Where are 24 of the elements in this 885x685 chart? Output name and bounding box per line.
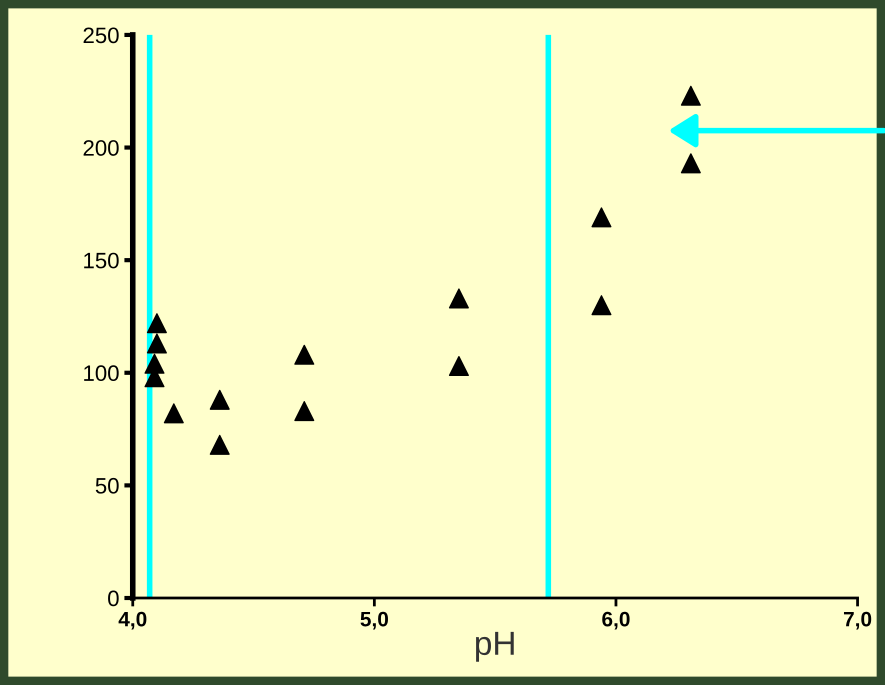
x-tick-label: 4,0 xyxy=(118,612,146,630)
point xyxy=(146,333,167,354)
point xyxy=(591,207,612,228)
point xyxy=(164,403,184,424)
point xyxy=(146,313,167,334)
point xyxy=(294,401,314,422)
x-tick-label: 6,0 xyxy=(602,612,630,630)
point xyxy=(448,288,469,308)
y-tick-label: 0 xyxy=(108,590,119,606)
x-tick-label: 5,0 xyxy=(360,612,388,630)
point xyxy=(210,390,230,410)
y-tick-label: 150 xyxy=(84,252,119,268)
point xyxy=(680,86,701,106)
point xyxy=(591,295,612,316)
point xyxy=(210,434,230,455)
x-tick-label: 7,0 xyxy=(844,612,872,630)
point xyxy=(680,153,701,174)
y-tick-label: 250 xyxy=(84,27,119,44)
y-tick-label: 200 xyxy=(84,140,119,156)
x-axis-title: pH xyxy=(476,632,514,662)
point xyxy=(448,356,469,376)
y-tick-label: 50 xyxy=(96,478,119,494)
y-tick-label: 100 xyxy=(84,365,119,382)
point xyxy=(294,344,314,365)
